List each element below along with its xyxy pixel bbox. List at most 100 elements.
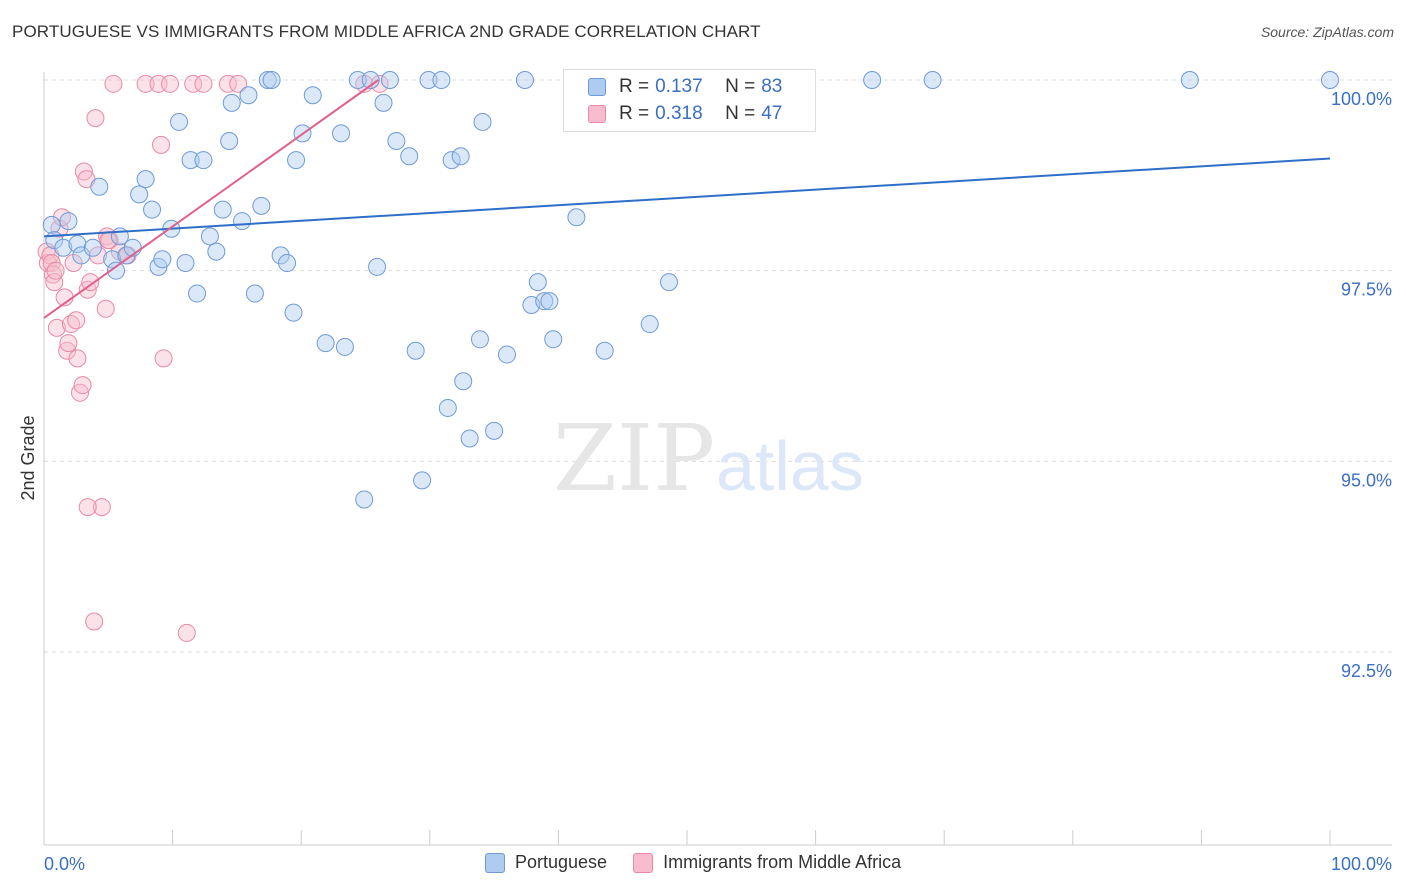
blue-data-point[interactable] (528, 273, 547, 292)
blue-data-point[interactable] (540, 292, 559, 311)
blue-data-point[interactable] (380, 71, 399, 89)
blue-data-point[interactable] (374, 93, 393, 112)
blue-data-point[interactable] (348, 71, 367, 89)
blue-data-point[interactable] (252, 196, 271, 215)
blue-data-point[interactable] (387, 132, 406, 151)
blue-data-point[interactable] (451, 147, 470, 166)
pink-data-point[interactable] (59, 334, 78, 353)
blue-data-point[interactable] (595, 341, 614, 360)
pink-data-point[interactable] (229, 74, 248, 93)
pink-data-point[interactable] (218, 74, 237, 93)
blue-data-point[interactable] (278, 254, 297, 273)
blue-data-point[interactable] (413, 471, 432, 490)
pink-data-point[interactable] (177, 623, 196, 642)
blue-data-point[interactable] (271, 246, 290, 265)
blue-data-point[interactable] (117, 246, 136, 265)
pink-data-point[interactable] (47, 318, 66, 337)
blue-data-point[interactable] (432, 71, 451, 89)
blue-data-point[interactable] (361, 71, 380, 89)
blue-data-point[interactable] (107, 261, 126, 280)
pink-data-point[interactable] (78, 498, 97, 517)
legend-item-portuguese[interactable]: Portuguese (485, 852, 607, 873)
pink-data-point[interactable] (81, 273, 100, 292)
blue-data-point[interactable] (136, 170, 155, 189)
blue-data-point[interactable] (923, 71, 942, 89)
blue-data-point[interactable] (130, 185, 149, 204)
legend-item-middle-africa[interactable]: Immigrants from Middle Africa (633, 852, 901, 873)
blue-data-point[interactable] (222, 93, 241, 112)
blue-data-point[interactable] (194, 151, 213, 170)
blue-data-point[interactable] (239, 86, 258, 105)
blue-data-point[interactable] (497, 345, 516, 364)
blue-data-point[interactable] (460, 429, 479, 448)
blue-data-point[interactable] (42, 215, 61, 234)
blue-data-point[interactable] (287, 151, 306, 170)
blue-data-point[interactable] (544, 330, 563, 349)
pink-data-point[interactable] (161, 74, 180, 93)
blue-data-point[interactable] (233, 212, 252, 231)
blue-data-point[interactable] (419, 71, 438, 89)
pink-data-point[interactable] (104, 74, 123, 93)
blue-data-point[interactable] (316, 334, 335, 353)
blue-data-point[interactable] (355, 490, 374, 509)
blue-data-point[interactable] (438, 398, 457, 417)
pink-data-point[interactable] (92, 498, 111, 517)
blue-data-point[interactable] (567, 208, 586, 227)
blue-data-point[interactable] (284, 303, 303, 322)
blue-data-point[interactable] (335, 337, 354, 356)
blue-data-point[interactable] (220, 132, 239, 151)
blue-data-point[interactable] (515, 71, 534, 89)
blue-data-point[interactable] (200, 227, 219, 246)
blue-data-point[interactable] (473, 112, 492, 131)
blue-data-point[interactable] (54, 238, 73, 257)
pink-data-point[interactable] (194, 74, 213, 93)
blue-data-point[interactable] (59, 212, 78, 231)
pink-data-point[interactable] (64, 254, 83, 273)
blue-data-point[interactable] (406, 341, 425, 360)
pink-data-point[interactable] (58, 341, 77, 360)
pink-data-point[interactable] (86, 109, 105, 128)
pink-data-point[interactable] (73, 376, 92, 395)
pink-data-point[interactable] (152, 135, 171, 154)
blue-data-point[interactable] (1180, 71, 1199, 89)
blue-data-point[interactable] (188, 284, 207, 303)
blue-data-point[interactable] (83, 238, 102, 257)
blue-data-point[interactable] (143, 200, 162, 219)
blue-data-point[interactable] (245, 284, 264, 303)
blue-data-point[interactable] (400, 147, 419, 166)
blue-data-point[interactable] (442, 151, 461, 170)
blue-data-point[interactable] (213, 200, 232, 219)
blue-data-point[interactable] (181, 151, 200, 170)
blue-data-point[interactable] (176, 254, 195, 273)
blue-data-point[interactable] (535, 292, 554, 311)
pink-data-point[interactable] (45, 273, 64, 292)
blue-data-point[interactable] (863, 71, 882, 89)
pink-swatch (588, 105, 606, 123)
blue-data-point[interactable] (303, 86, 322, 105)
pink-data-point[interactable] (154, 349, 173, 368)
blue-data-point[interactable] (68, 234, 87, 253)
pink-data-point[interactable] (184, 74, 203, 93)
blue-data-point[interactable] (368, 257, 387, 276)
blue-data-point[interactable] (485, 421, 504, 440)
blue-data-point[interactable] (332, 124, 351, 143)
pink-data-point[interactable] (136, 74, 155, 93)
pink-data-point[interactable] (96, 299, 115, 318)
blue-data-point[interactable] (640, 315, 659, 334)
pink-data-point[interactable] (68, 349, 87, 368)
blue-data-point[interactable] (103, 250, 122, 269)
pink-data-point[interactable] (85, 612, 104, 631)
blue-data-point[interactable] (258, 71, 277, 89)
pink-data-point[interactable] (46, 261, 65, 280)
blue-data-point[interactable] (470, 330, 489, 349)
blue-data-point[interactable] (262, 71, 281, 89)
blue-data-point[interactable] (454, 372, 473, 391)
pink-data-point[interactable] (370, 74, 389, 93)
blue-data-point[interactable] (170, 112, 189, 131)
blue-data-point[interactable] (153, 250, 172, 269)
blue-data-point[interactable] (207, 242, 226, 261)
blue-data-point[interactable] (90, 177, 109, 196)
blue-data-point[interactable] (1321, 71, 1339, 89)
blue-data-point[interactable] (659, 273, 678, 292)
pink-data-point[interactable] (67, 311, 86, 330)
